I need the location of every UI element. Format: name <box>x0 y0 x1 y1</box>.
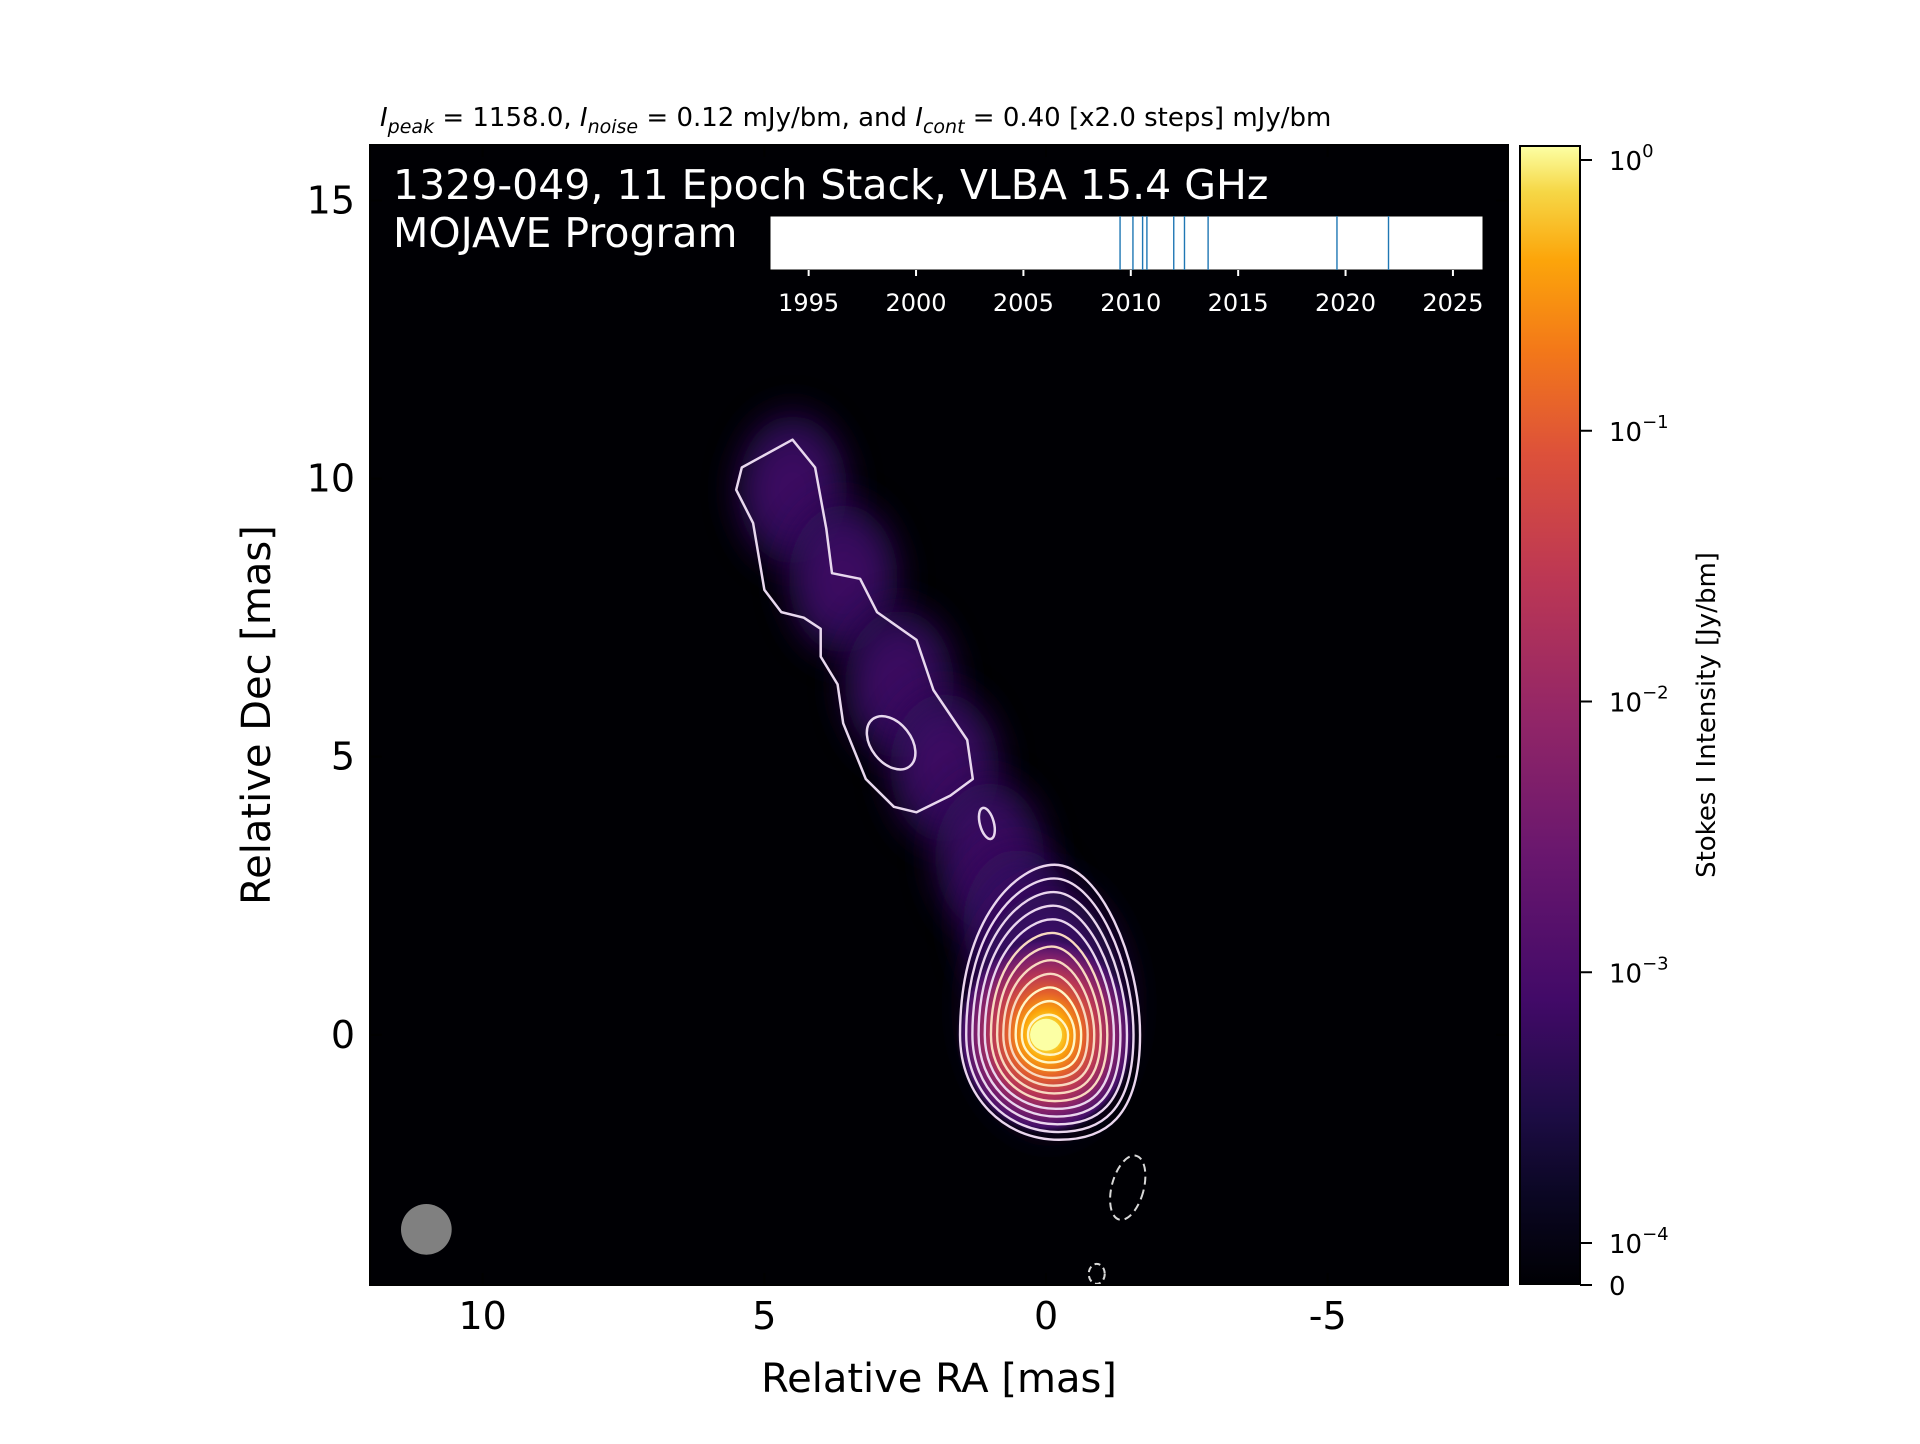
intensity-image <box>722 394 1145 1150</box>
epoch-tick-label: 2020 <box>1315 289 1376 317</box>
program-title: MOJAVE Program <box>393 209 737 257</box>
contour-jet-gap <box>977 806 997 841</box>
contour-core-level <box>989 931 1109 1103</box>
epoch-tick-label: 2025 <box>1422 289 1483 317</box>
plot-frame <box>369 144 1509 1286</box>
x-tick-label: 0 <box>1034 1294 1058 1338</box>
x-axis-label: Relative RA [mas] <box>761 1356 1117 1402</box>
contour-core-level <box>958 863 1142 1141</box>
contour-negative <box>1087 1262 1106 1285</box>
contour-core-level <box>1008 972 1089 1080</box>
x-tick-label: 10 <box>458 1294 506 1338</box>
colorbar-tick-label: 10−1 <box>1609 412 1669 448</box>
colorbar-tick-label: 10−4 <box>1609 1224 1669 1260</box>
x-tick-label: -5 <box>1309 1294 1347 1338</box>
axes: 10 5 0 -5 15 10 5 0 <box>307 145 1508 1338</box>
contour-jet-knot <box>865 714 917 771</box>
y-tick-label: 15 <box>307 179 355 223</box>
colorbar-tick-label: 0 <box>1609 1272 1626 1302</box>
source-title: 1329-049, 11 Epoch Stack, VLBA 15.4 GHz <box>393 161 1268 209</box>
colorbar-ticks: 100 10−1 10−2 10−3 10−4 0 <box>1580 141 1669 1302</box>
epoch-tick-label: 2015 <box>1208 289 1269 317</box>
epoch-tick-label: 1995 <box>778 289 839 317</box>
colorbar-tick-label: 10−2 <box>1609 683 1669 719</box>
image-stats-header: Ipeak = 1158.0, Inoise = 0.12 mJy/bm, an… <box>380 103 1331 138</box>
contour-core-level <box>1002 959 1096 1087</box>
contour-core-level <box>1020 999 1076 1064</box>
y-tick-label: 10 <box>307 457 355 501</box>
contour-core-level <box>971 890 1129 1126</box>
colorbar <box>1519 145 1581 1285</box>
contour-negative <box>1109 1154 1147 1221</box>
colorbar-label: Stokes I Intensity [Jy/bm] <box>1692 552 1722 878</box>
y-axis-label: Relative Dec [mas] <box>234 525 280 905</box>
contour-core-level <box>1014 986 1083 1072</box>
y-tick-label: 0 <box>331 1013 355 1057</box>
epoch-tick-label: 2010 <box>1100 289 1161 317</box>
contour-core-level <box>995 945 1102 1095</box>
y-tick-label: 5 <box>331 735 355 779</box>
contour-jet-outer <box>734 438 975 814</box>
core-peak <box>1030 1018 1063 1051</box>
contour-core-level <box>977 904 1122 1118</box>
epoch-timeline <box>769 215 1484 271</box>
contour-lines <box>400 438 1147 1285</box>
contour-core-level <box>983 918 1116 1111</box>
epoch-tick-label: 2005 <box>993 289 1054 317</box>
x-tick-label: 5 <box>752 1294 776 1338</box>
contour-core-level <box>1026 1013 1070 1056</box>
colorbar-tick-label: 100 <box>1609 141 1654 177</box>
epoch-tick-label: 2000 <box>885 289 946 317</box>
colorbar-tick-label: 10−3 <box>1609 953 1669 989</box>
contour-core-level <box>965 877 1135 1134</box>
beam-marker <box>400 1204 452 1255</box>
epoch-marks: 1995 2000 2005 2010 2015 2020 2025 <box>778 216 1483 317</box>
